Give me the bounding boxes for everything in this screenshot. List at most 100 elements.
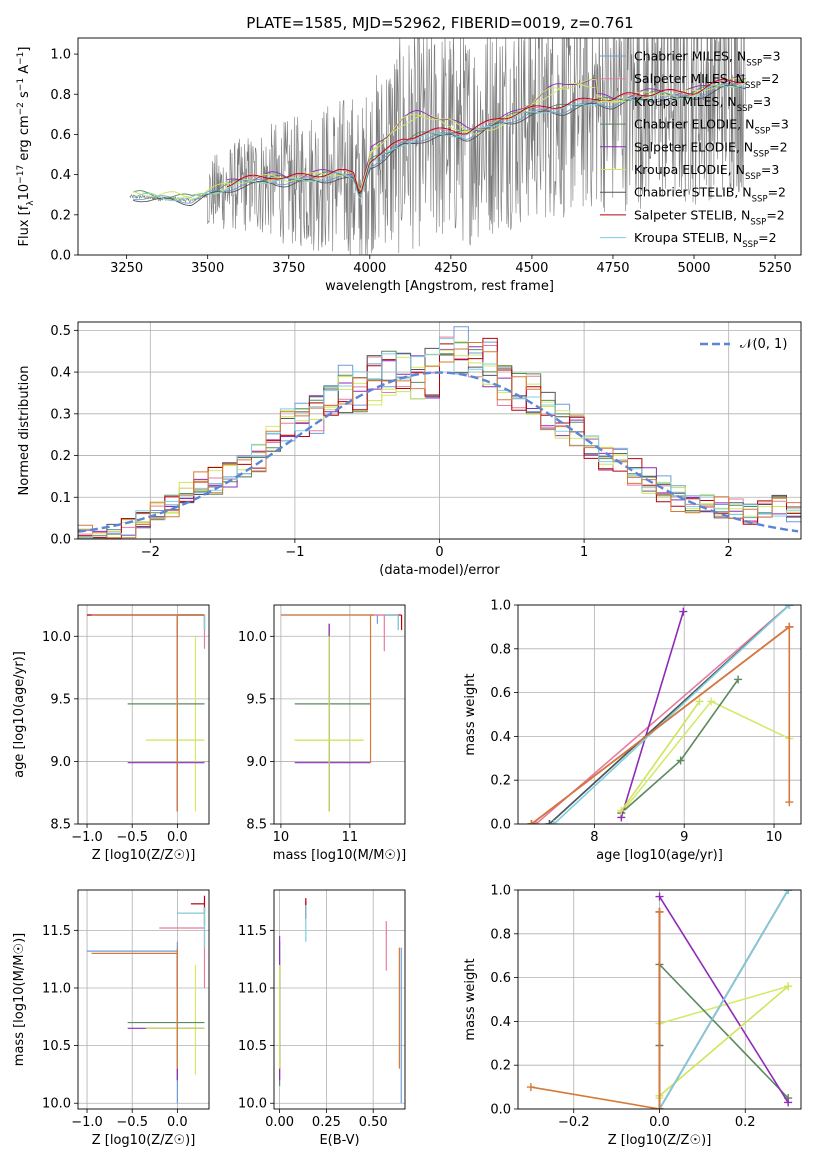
- x-tick-label: 2: [725, 545, 733, 560]
- x-tick-label: −0.5: [116, 830, 148, 845]
- plot-area: [87, 614, 206, 812]
- y-tick-label: 9.0: [246, 755, 267, 770]
- series-marker: [785, 605, 794, 609]
- x-tick-label: 8: [590, 830, 598, 845]
- series-line: [658, 962, 789, 1099]
- series-marker: [655, 907, 664, 916]
- y-tick-label: 0.1: [50, 491, 71, 506]
- x-tick-label: 0.00: [265, 1115, 294, 1130]
- series-marker: [549, 820, 558, 824]
- y-tick-label: 9.5: [50, 692, 71, 707]
- series-marker: [655, 892, 664, 901]
- y-tick-label: 0.8: [490, 927, 511, 942]
- y-tick-label: 11.0: [238, 981, 267, 996]
- chart-mass-vs-ebv: 0.00 0.25 0.50 10.0 10.5 11.0 11.5 E(B-V): [238, 889, 406, 1148]
- series-marker: [655, 1105, 664, 1109]
- y-tick-label: 10.0: [238, 1097, 267, 1112]
- y-tick-label: 0.6: [490, 971, 511, 986]
- x-tick-label: 3250: [110, 261, 143, 276]
- series-marker: [527, 820, 536, 824]
- x-tick-label: 0.50: [359, 1115, 388, 1130]
- histogram-kroupa-stelib: [78, 338, 801, 539]
- x-tick-label: 0.2: [735, 1115, 756, 1130]
- y-axis-label: mass weight: [463, 958, 478, 1040]
- y-tick-label: 1.0: [490, 884, 511, 899]
- series-line: [620, 611, 685, 818]
- y-axis-label: Flux [fλ10−17 erg cm−2 s−1 A−1]: [16, 47, 36, 247]
- observed-spectrum-line: [129, 38, 746, 255]
- histogram-orange: [78, 342, 801, 539]
- plot-area: [279, 898, 402, 1104]
- series-marker: [545, 820, 554, 824]
- y-tick-label: 0.3: [50, 407, 71, 422]
- axes-frame: [77, 37, 802, 256]
- y-tick-label: 0.6: [50, 128, 71, 143]
- series-marker: [784, 890, 793, 894]
- x-tick-label: 3500: [191, 261, 224, 276]
- y-tick-label: 0.6: [490, 686, 511, 701]
- axes-frame: [273, 889, 406, 1110]
- y-tick-label: 0.0: [490, 818, 511, 833]
- y-tick-label: 0.5: [50, 324, 71, 339]
- y-axis-label: age [log10(age/yr)]: [12, 651, 27, 778]
- series-line: [531, 625, 791, 824]
- y-tick-label: 0.4: [50, 366, 71, 381]
- series-marker: [526, 1083, 535, 1092]
- model-line-salpeter-stelib: [226, 78, 745, 194]
- y-tick-label: 0.4: [50, 168, 71, 183]
- x-tick-label: −1: [285, 545, 304, 560]
- series-marker: [676, 756, 685, 765]
- series-marker: [784, 1098, 793, 1107]
- plot-area: [527, 605, 794, 824]
- legend-label: Salpeter ELODIE, NSSP=2: [634, 139, 788, 159]
- y-tick-label: 10.0: [42, 630, 71, 645]
- axes-frame: [77, 889, 210, 1110]
- histogram-salpeter-stelib: [78, 337, 801, 539]
- series-marker: [784, 982, 793, 991]
- y-axis-label: mass weight: [463, 673, 478, 755]
- figure-title: PLATE=1585, MJD=52962, FIBERID=0019, z=0…: [246, 14, 633, 32]
- axes-frame: [517, 889, 802, 1110]
- x-axis-label: Z [log10(Z/Z☉)]: [92, 1133, 196, 1148]
- model-line-kroupa-stelib: [132, 83, 747, 202]
- series-marker: [679, 607, 688, 616]
- x-tick-label: 3750: [272, 261, 305, 276]
- legend-label: 𝒩(0, 1): [740, 337, 787, 352]
- x-tick-label: 0.0: [167, 830, 188, 845]
- x-axis-label: E(B-V): [319, 1133, 359, 1148]
- series-marker: [707, 697, 716, 706]
- x-tick-label: 0: [435, 545, 443, 560]
- y-tick-label: 8.5: [50, 818, 71, 833]
- y-tick-label: 0.8: [50, 88, 71, 103]
- y-tick-label: 10.0: [42, 1097, 71, 1112]
- x-tick-label: 4750: [596, 261, 629, 276]
- chart-age-vs-mass: 10 11 8.5 9.0 9.5 10.0 mass [log10(M/M☉)]: [238, 604, 406, 863]
- y-tick-label: 1.0: [50, 48, 71, 63]
- chart-spectrum: 3250 3500 3750 4000 4250 4500 4750 5000 5250 0.0 0…: [16, 37, 802, 294]
- x-axis-label: wavelength [Angstrom, rest frame]: [325, 279, 554, 294]
- series-marker: [695, 697, 704, 706]
- y-axis-label: mass [log10(M/M☉)]: [12, 933, 27, 1066]
- series-marker: [734, 675, 743, 684]
- y-tick-label: 0.2: [490, 774, 511, 789]
- plot-area: [78, 326, 801, 539]
- y-tick-label: 10.5: [238, 1039, 267, 1054]
- y-tick-label: 0.2: [50, 208, 71, 223]
- legend-label: Salpeter STELIB, NSSP=2: [634, 207, 785, 227]
- x-axis-label: (data-model)/error: [379, 563, 500, 578]
- y-tick-label: 9.0: [50, 755, 71, 770]
- x-tick-label: 5000: [677, 261, 710, 276]
- y-tick-label: 0.2: [50, 449, 71, 464]
- series-marker: [617, 806, 626, 815]
- y-tick-label: 8.5: [246, 818, 267, 833]
- x-axis-label: Z [log10(Z/Z☉)]: [92, 848, 196, 863]
- y-tick-label: 9.5: [246, 692, 267, 707]
- axes-frame: [517, 604, 802, 825]
- plots-container: 3250 3500 3750 4000 4250 4500 4750 5000 52500.00…: [12, 37, 802, 1148]
- x-tick-label: 10: [766, 830, 783, 845]
- x-tick-label: 0.25: [312, 1115, 341, 1130]
- x-tick-label: 4500: [515, 261, 548, 276]
- x-tick-label: −0.2: [558, 1115, 590, 1130]
- legend-label: Salpeter MILES, NSSP=2: [634, 71, 779, 91]
